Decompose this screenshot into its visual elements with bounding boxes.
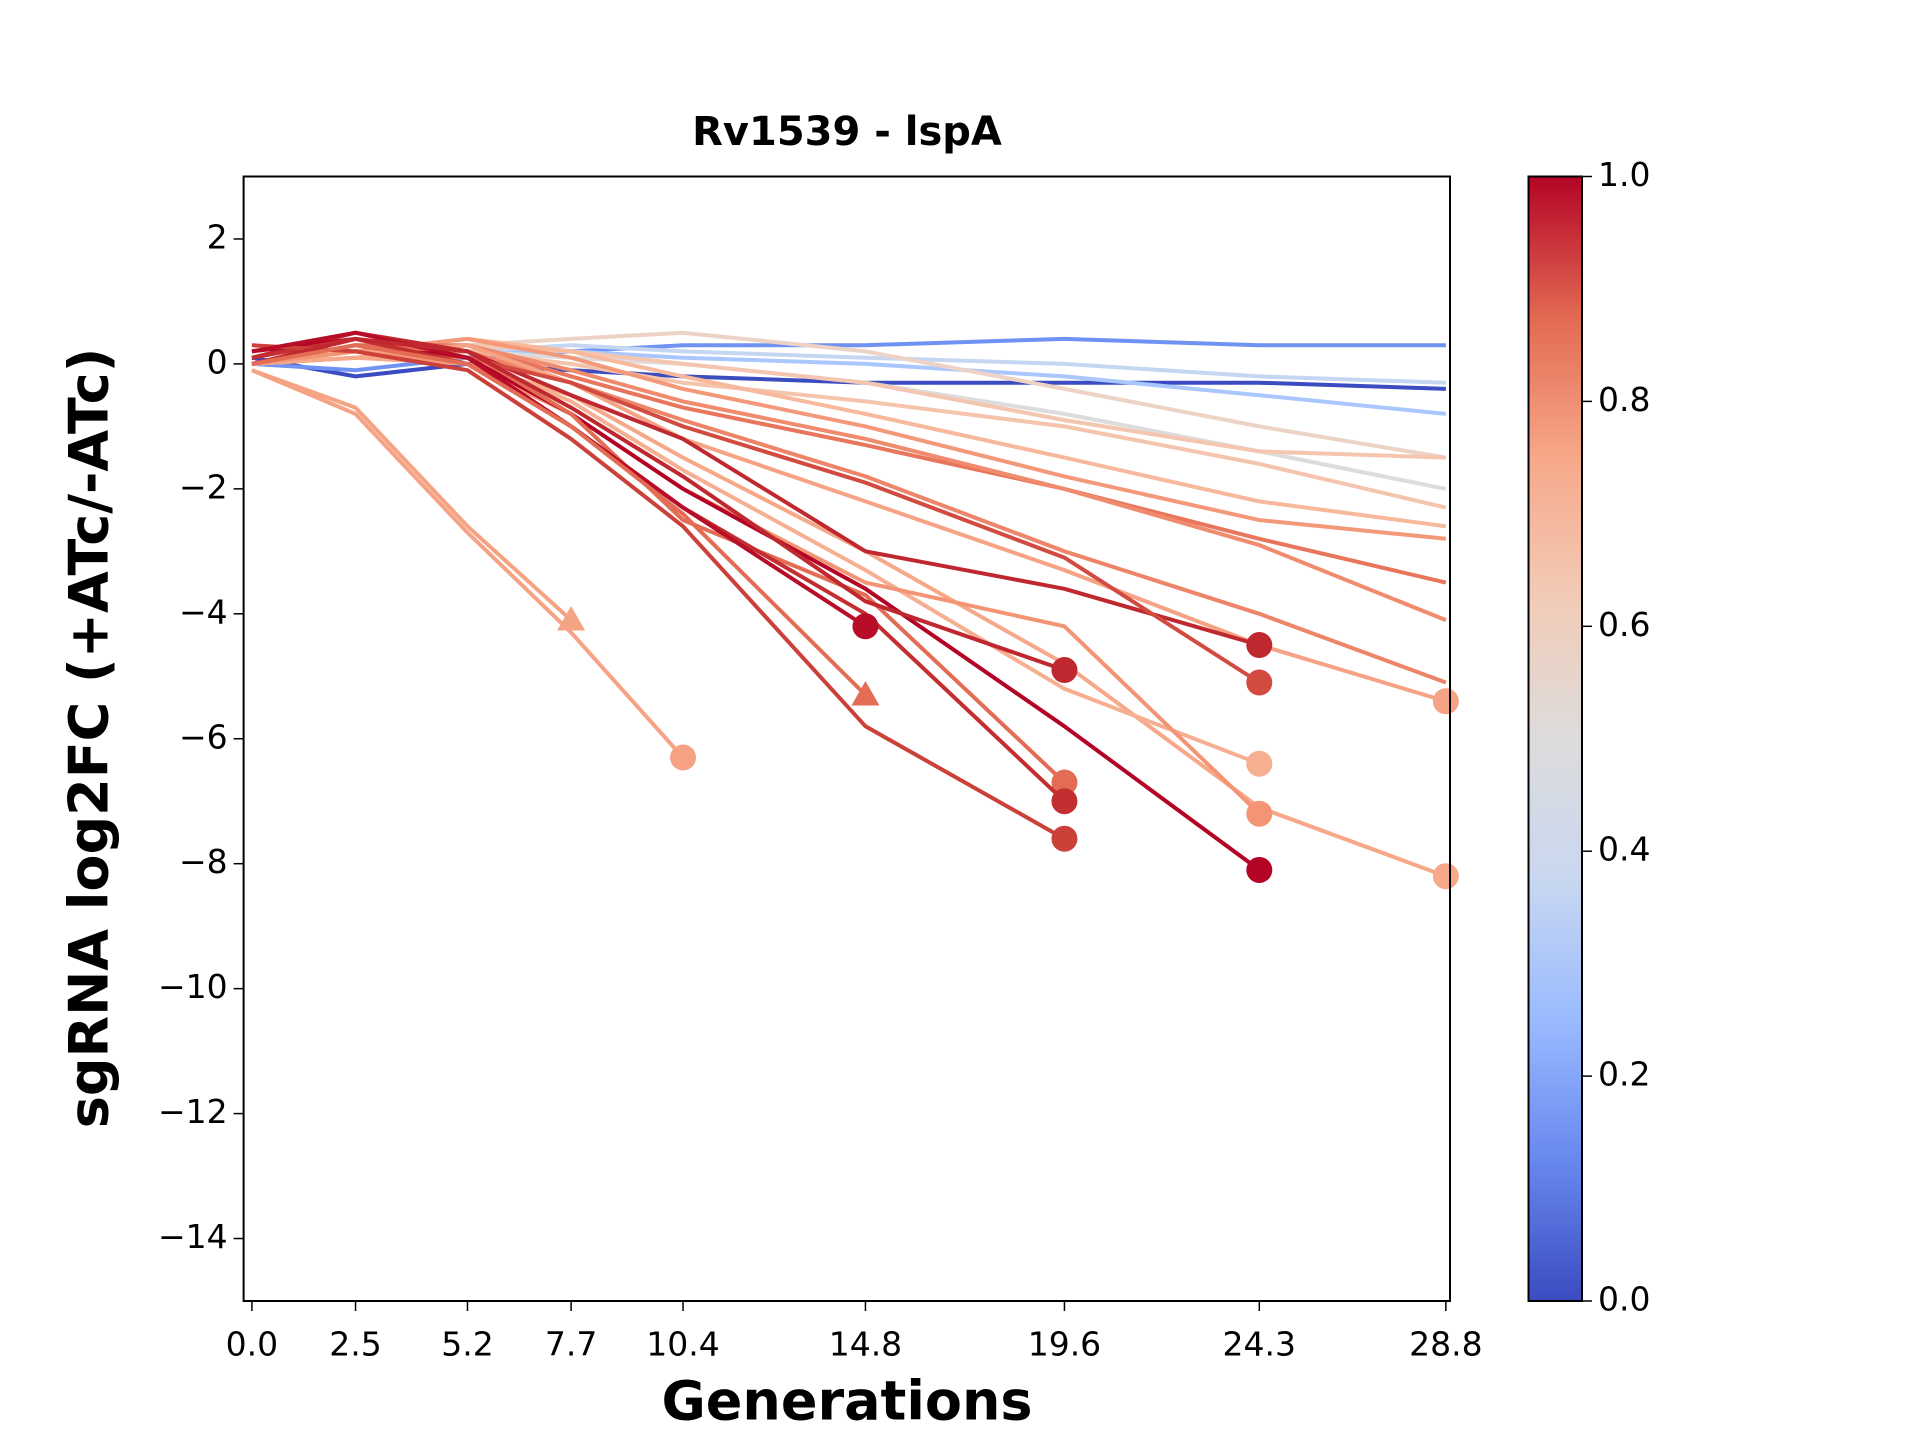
- end-marker: [1051, 769, 1078, 796]
- colorbar: [1527, 175, 1583, 1302]
- end-marker: [852, 613, 879, 640]
- x-tick-label: 2.5: [329, 1325, 381, 1364]
- end-marker: [670, 744, 697, 771]
- colorbar-tick-label: 0.4: [1598, 830, 1650, 869]
- x-tick-label: 0.0: [226, 1325, 278, 1364]
- y-tick-label: −10: [158, 967, 228, 1006]
- colorbar-tick-label: 0.6: [1598, 605, 1650, 644]
- x-tick-label: 5.2: [441, 1325, 493, 1364]
- series-line: [251, 336, 1066, 672]
- series-line: [251, 343, 1066, 841]
- y-tick-label: −12: [158, 1092, 228, 1131]
- series-line: [251, 336, 1446, 373]
- y-tick-label: 2: [207, 217, 228, 256]
- colorbar-tick-label: 0.0: [1598, 1280, 1650, 1319]
- x-tick-label: 14.8: [829, 1325, 902, 1364]
- end-marker: [1246, 669, 1273, 696]
- end-marker: [1051, 825, 1078, 852]
- end-marker: [851, 681, 880, 706]
- end-marker: [1051, 657, 1078, 684]
- x-tick-label: 28.8: [1409, 1325, 1482, 1364]
- end-marker: [1432, 863, 1459, 890]
- y-tick-label: −8: [179, 842, 228, 881]
- y-tick-label: −2: [179, 467, 228, 506]
- x-tick-label: 19.6: [1028, 1325, 1101, 1364]
- series-line: [251, 349, 1261, 766]
- y-axis-label: sgRNA log2FC (+ATc/-ATc): [58, 348, 121, 1129]
- series-line: [251, 343, 867, 697]
- y-tick-label: −4: [179, 592, 228, 631]
- x-tick-label: 10.4: [646, 1325, 719, 1364]
- end-marker: [1051, 788, 1078, 815]
- end-marker: [1432, 688, 1459, 715]
- y-tick-label: −14: [158, 1217, 228, 1256]
- y-tick-label: 0: [207, 342, 228, 381]
- end-marker: [1246, 632, 1273, 659]
- x-axis-label: Generations: [661, 1370, 1032, 1433]
- chart-title: Rv1539 - lspA: [692, 109, 1002, 155]
- series-line: [251, 368, 685, 759]
- series-line: [251, 330, 867, 628]
- y-tick-label: −6: [179, 717, 228, 756]
- plot-frame: [242, 175, 1452, 1302]
- series-line: [251, 368, 573, 622]
- colorbar-tick-label: 0.2: [1598, 1055, 1650, 1094]
- colorbar-tick-label: 0.8: [1598, 380, 1650, 419]
- series-line: [251, 349, 1447, 491]
- colorbar-tick-label: 1.0: [1598, 155, 1650, 194]
- end-marker: [1246, 750, 1273, 777]
- series-line: [251, 355, 1447, 879]
- end-marker: [1246, 800, 1273, 827]
- x-tick-label: 24.3: [1223, 1325, 1296, 1364]
- x-tick-label: 7.7: [545, 1325, 597, 1364]
- end-marker: [1246, 856, 1273, 883]
